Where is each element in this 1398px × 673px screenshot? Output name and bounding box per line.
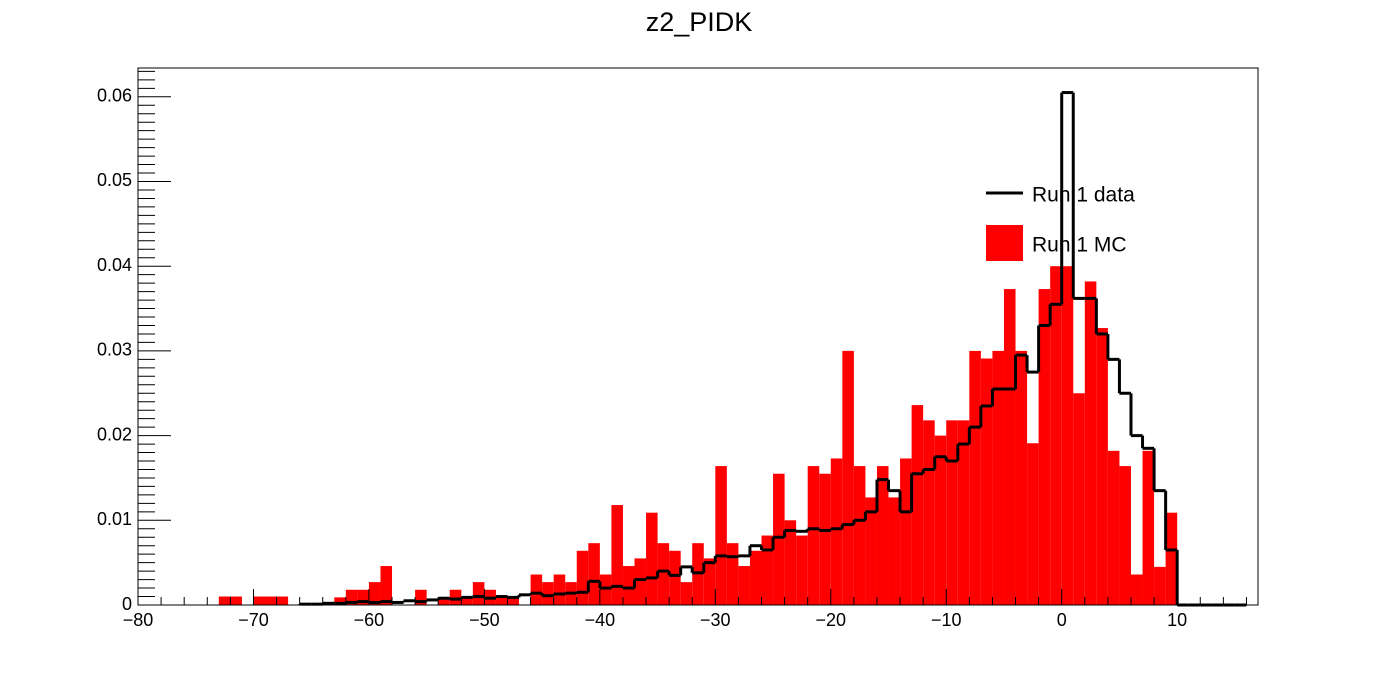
x-tick-label: −70 (238, 610, 269, 630)
bar (865, 497, 877, 605)
bar (1027, 443, 1039, 605)
bar (1165, 512, 1178, 605)
bar (230, 596, 242, 605)
x-tick-label: −30 (700, 610, 731, 630)
bar (946, 420, 958, 605)
bar (980, 358, 993, 605)
bar (842, 350, 854, 605)
x-tick-label: −60 (354, 610, 385, 630)
bar (1084, 281, 1097, 605)
bar (749, 550, 762, 605)
bar (449, 589, 462, 605)
x-tick-label: 0 (1057, 610, 1067, 630)
y-tick-label: 0.05 (97, 170, 132, 190)
bar (969, 350, 981, 605)
bar (715, 466, 727, 605)
x-tick-label: −80 (123, 610, 154, 630)
bar (900, 458, 912, 605)
y-tick-label: 0.01 (97, 509, 132, 529)
bar (461, 597, 473, 605)
bar (830, 458, 843, 605)
bar (588, 543, 600, 605)
bar (853, 466, 866, 605)
bar (276, 596, 289, 605)
x-tick-label: −10 (931, 610, 962, 630)
bar (380, 566, 393, 605)
bar (1015, 350, 1028, 605)
y-tick-label: 0.04 (97, 255, 132, 275)
bar (1154, 566, 1166, 605)
bar (726, 543, 739, 605)
bar (530, 574, 543, 605)
bar (657, 543, 670, 605)
bar (819, 473, 831, 605)
bar (911, 405, 924, 605)
bar (1096, 328, 1108, 605)
bar (576, 550, 589, 605)
bar (1142, 450, 1155, 605)
bar (1130, 574, 1143, 605)
bar (507, 597, 520, 605)
bar (472, 582, 485, 605)
bar (761, 535, 774, 605)
bar (773, 473, 785, 605)
bar (368, 582, 381, 605)
bar (992, 350, 1004, 605)
bar (415, 589, 427, 605)
legend-label: Run 1 MC (1032, 234, 1127, 257)
bar (622, 566, 635, 605)
y-tick-label: 0 (122, 594, 132, 614)
x-tick-label: −40 (585, 610, 616, 630)
bar (345, 589, 358, 605)
bar (784, 520, 797, 605)
bar (334, 597, 346, 605)
x-tick-label: 10 (1167, 610, 1187, 630)
bar (703, 558, 716, 605)
bar (553, 574, 566, 605)
bar (669, 550, 681, 605)
y-tick-label: 0.06 (97, 86, 132, 106)
bar (934, 435, 947, 605)
bar (495, 597, 508, 605)
x-tick-label: −50 (469, 610, 500, 630)
bar (1119, 466, 1131, 605)
y-tick-label: 0.02 (97, 424, 132, 444)
bar (218, 596, 231, 605)
bar (1107, 450, 1120, 605)
bar (876, 466, 889, 605)
legend-label: Run 1 data (1032, 184, 1135, 207)
bar (957, 420, 970, 605)
bar (542, 582, 554, 605)
bar (680, 582, 693, 605)
bar (1003, 289, 1016, 605)
bar (438, 597, 450, 605)
bar (599, 574, 612, 605)
bar (634, 558, 647, 605)
bar (611, 505, 623, 605)
bar (265, 596, 277, 605)
bar (1050, 266, 1062, 605)
bar (357, 589, 369, 605)
bar (807, 466, 820, 605)
bar (923, 420, 935, 605)
bar (738, 566, 750, 605)
bar (1038, 289, 1051, 605)
bar (888, 497, 901, 605)
bar (253, 596, 266, 605)
bar (646, 512, 658, 605)
bar (796, 535, 808, 605)
chart-title: z2_PIDK (646, 7, 753, 37)
bar (1073, 393, 1085, 605)
bar (1061, 266, 1074, 605)
y-tick-label: 0.03 (97, 340, 132, 360)
x-tick-label: −20 (816, 610, 847, 630)
legend-swatch (986, 225, 1023, 261)
plot-frame (137, 67, 1259, 606)
